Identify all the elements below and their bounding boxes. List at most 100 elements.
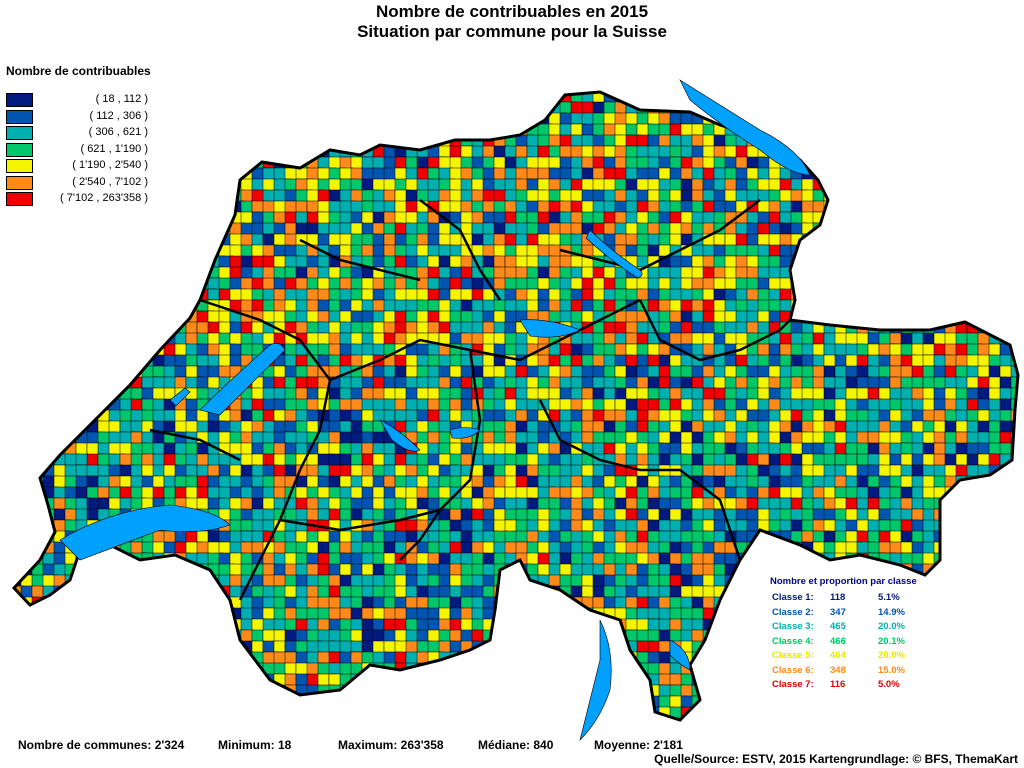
commune-cell bbox=[31, 618, 49, 633]
commune-cell bbox=[889, 277, 904, 293]
commune-cell bbox=[75, 387, 93, 406]
commune-cell bbox=[14, 255, 26, 271]
commune-cell bbox=[251, 134, 270, 151]
commune-cell bbox=[988, 607, 1006, 626]
commune-cell bbox=[955, 211, 972, 230]
commune-cell bbox=[933, 156, 948, 176]
commune-cell bbox=[823, 288, 837, 303]
commune-cell bbox=[966, 255, 985, 269]
commune-cell bbox=[911, 266, 924, 280]
commune-cell bbox=[97, 266, 110, 285]
commune-cell bbox=[20, 332, 33, 348]
commune-cell bbox=[119, 255, 137, 270]
commune-cell bbox=[130, 673, 147, 690]
commune-cell bbox=[196, 596, 212, 613]
commune-cell bbox=[383, 123, 399, 143]
commune-cell bbox=[218, 200, 236, 218]
commune-cell bbox=[977, 211, 992, 226]
commune-cell bbox=[53, 651, 71, 666]
commune-cell bbox=[152, 310, 169, 324]
commune-cell bbox=[702, 651, 717, 668]
commune-cell bbox=[625, 475, 638, 488]
commune-cell bbox=[42, 409, 61, 422]
commune-cell bbox=[53, 387, 71, 407]
commune-cell bbox=[97, 299, 110, 319]
commune-cell bbox=[185, 662, 202, 675]
commune-cell bbox=[75, 233, 95, 252]
commune-cell bbox=[53, 288, 70, 303]
commune-cell bbox=[20, 398, 38, 417]
commune-cell bbox=[999, 563, 1015, 576]
commune-cell bbox=[746, 651, 760, 665]
commune-cell bbox=[196, 574, 210, 594]
commune-cell bbox=[988, 222, 1003, 238]
commune-cell bbox=[163, 92, 183, 93]
commune-cell bbox=[185, 596, 201, 610]
commune-cell bbox=[570, 607, 587, 627]
commune-cell bbox=[31, 607, 51, 621]
commune-cell bbox=[867, 244, 883, 261]
commune-cell bbox=[361, 92, 376, 103]
commune-cell bbox=[20, 618, 39, 635]
commune-cell bbox=[174, 145, 192, 164]
commune-cell bbox=[372, 123, 392, 138]
commune-cell bbox=[614, 92, 634, 97]
commune-cell bbox=[152, 629, 171, 645]
commune-cell bbox=[955, 596, 974, 616]
commune-cell bbox=[20, 277, 39, 297]
commune-cell bbox=[889, 92, 907, 98]
commune-cell bbox=[735, 574, 749, 593]
commune-cell bbox=[361, 288, 375, 301]
commune-cell bbox=[240, 145, 253, 164]
commune-cell bbox=[163, 178, 177, 191]
commune-cell bbox=[86, 277, 101, 293]
commune-cell bbox=[405, 376, 419, 389]
commune-cell bbox=[31, 453, 45, 467]
commune-cell bbox=[944, 662, 964, 675]
commune-cell bbox=[790, 552, 803, 568]
commune-cell bbox=[75, 244, 94, 260]
commune-cell bbox=[306, 92, 321, 94]
commune-cell bbox=[515, 629, 529, 648]
commune-cell bbox=[900, 244, 919, 260]
commune-cell bbox=[20, 310, 36, 323]
commune-cell bbox=[647, 92, 667, 96]
commune-cell bbox=[20, 530, 33, 547]
commune-cell bbox=[141, 596, 157, 612]
commune-cell bbox=[185, 211, 200, 229]
commune-cell bbox=[97, 244, 115, 260]
commune-cell bbox=[867, 266, 886, 286]
commune-cell bbox=[108, 563, 122, 578]
commune-cell bbox=[75, 277, 93, 293]
commune-cell bbox=[779, 541, 792, 560]
commune-cell bbox=[119, 244, 136, 264]
commune-cell bbox=[504, 112, 521, 130]
commune-cell bbox=[196, 629, 216, 643]
commune-cell bbox=[966, 101, 981, 120]
commune-cell bbox=[1010, 222, 1018, 235]
commune-cell bbox=[42, 277, 62, 294]
commune-cell bbox=[955, 156, 974, 175]
commune-cell bbox=[394, 101, 412, 121]
commune-cell bbox=[834, 112, 849, 130]
commune-cell bbox=[999, 178, 1014, 194]
commune-cell bbox=[196, 651, 215, 671]
commune-cell bbox=[20, 233, 40, 253]
commune-cell bbox=[130, 607, 147, 626]
commune-cell bbox=[559, 607, 576, 620]
commune-cell bbox=[515, 662, 535, 678]
commune-cell bbox=[229, 266, 243, 280]
commune-cell bbox=[911, 92, 925, 97]
commune-cell bbox=[14, 244, 22, 260]
commune-cell bbox=[988, 266, 1007, 284]
commune-cell bbox=[31, 233, 49, 246]
commune-cell bbox=[966, 211, 984, 230]
commune-cell bbox=[218, 101, 232, 118]
commune-cell bbox=[449, 112, 463, 132]
commune-cell bbox=[768, 541, 787, 560]
commune-cell bbox=[317, 92, 333, 97]
commune-cell bbox=[42, 442, 58, 461]
commune-cell bbox=[1010, 189, 1018, 209]
commune-cell bbox=[900, 200, 913, 215]
commune-cell bbox=[163, 574, 178, 588]
